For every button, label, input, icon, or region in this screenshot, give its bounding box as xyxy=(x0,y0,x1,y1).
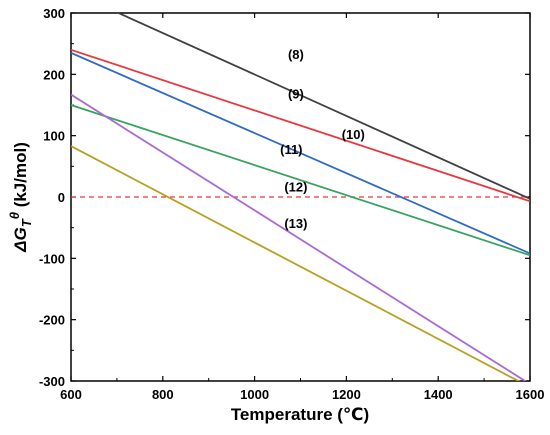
y-axis-title: ΔGTθ (kJ/mol) xyxy=(7,142,34,253)
x-tick-label: 1200 xyxy=(332,387,361,402)
y-axis-title-subscript: T xyxy=(19,218,34,227)
y-tick-label: -300 xyxy=(39,374,65,389)
y-tick-label: 300 xyxy=(43,6,65,21)
y-tick-label: -100 xyxy=(39,251,65,266)
series-label: (10) xyxy=(342,127,365,142)
series-line xyxy=(71,52,530,255)
y-tick-label: 200 xyxy=(43,67,65,82)
x-tick-label: 1000 xyxy=(240,387,269,402)
x-tick-label: 1400 xyxy=(424,387,453,402)
series-line xyxy=(116,13,530,200)
y-tick-label: -200 xyxy=(39,313,65,328)
series-lines xyxy=(71,13,530,381)
y-tick-label: 100 xyxy=(43,129,65,144)
series-label: (8) xyxy=(288,47,304,62)
series-line xyxy=(71,145,521,381)
x-tick-label: 1600 xyxy=(516,387,545,402)
y-axis-title-prefix: ΔG xyxy=(11,227,30,253)
axis-ticks: 600 800 1000 1200 1400 1600 -300 -200 -100 0 100 20… xyxy=(39,6,544,402)
series-line xyxy=(71,104,530,257)
x-tick-label: 800 xyxy=(152,387,174,402)
series-label: (12) xyxy=(284,180,307,195)
series-line xyxy=(71,93,527,381)
y-axis-title-superscript: θ xyxy=(7,212,22,219)
series-label: (9) xyxy=(288,86,304,101)
x-tick-label: 600 xyxy=(60,387,82,402)
series-line xyxy=(71,48,530,203)
y-axis-title-unit: (kJ/mol) xyxy=(11,142,30,212)
series-labels: (8) (9) (10) (11) (12) (13) xyxy=(280,47,365,231)
y-tick-label: 0 xyxy=(58,190,65,205)
series-label: (11) xyxy=(280,142,302,157)
x-axis-title: Temperature (℃) xyxy=(231,405,369,424)
series-label: (13) xyxy=(284,216,307,231)
